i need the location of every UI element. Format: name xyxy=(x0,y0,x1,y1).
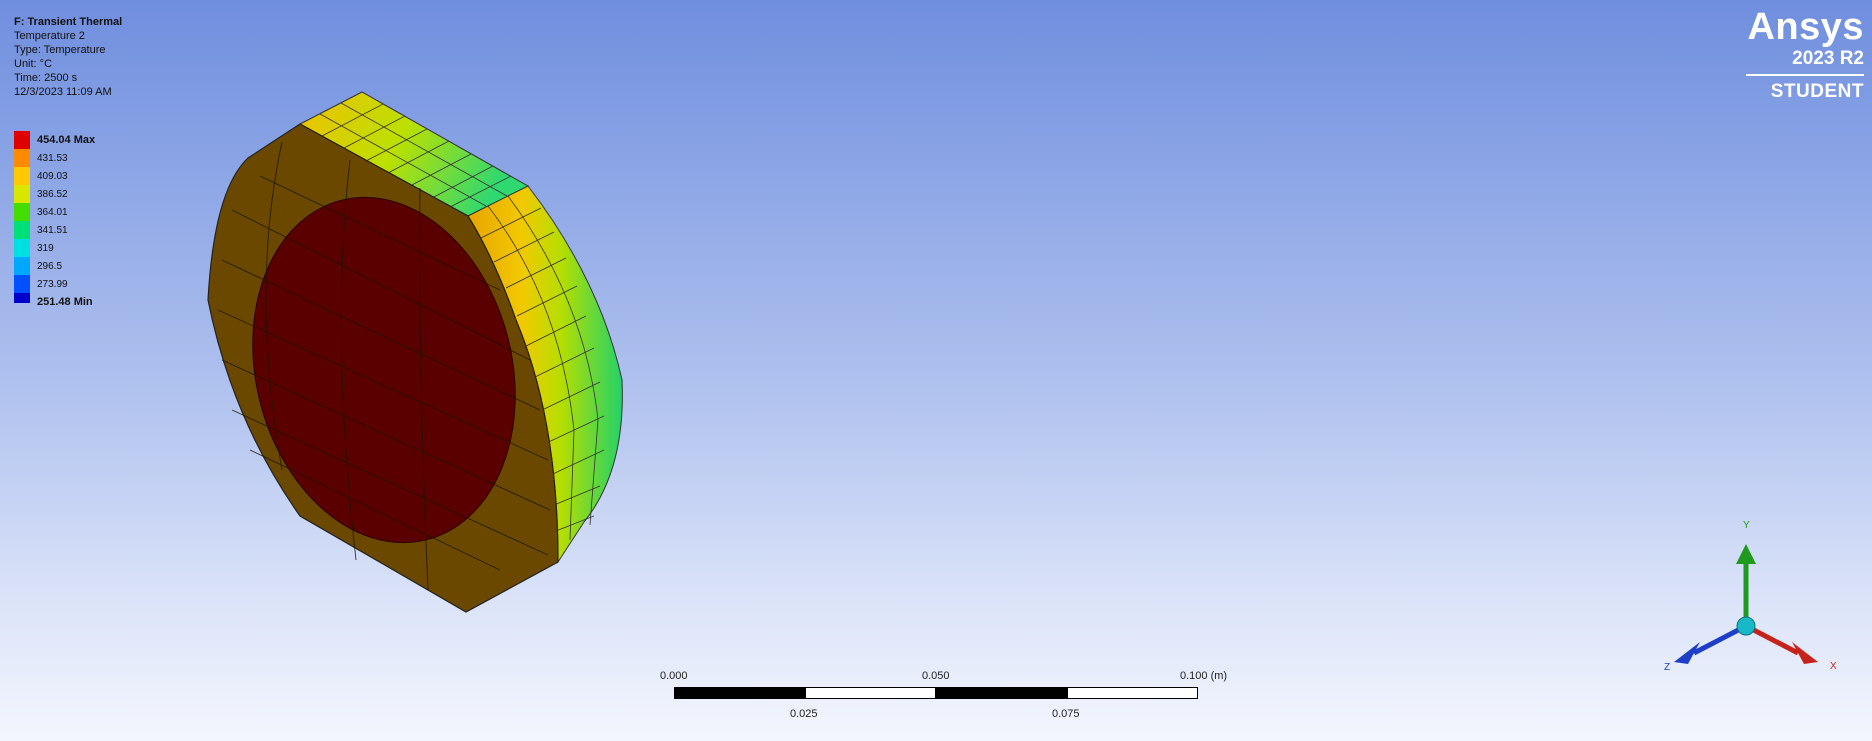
legend-label: 273.99 xyxy=(37,278,68,290)
legend-label: 409.03 xyxy=(37,170,68,182)
result-type: Type: Temperature xyxy=(14,44,106,56)
legend-label: 386.52 xyxy=(37,188,68,200)
legend-swatch xyxy=(14,221,30,239)
y-axis-label: Y xyxy=(1743,520,1750,531)
legend-swatch xyxy=(14,239,30,257)
scale-segment xyxy=(936,687,1067,699)
result-time: Time: 2500 s xyxy=(14,72,78,84)
legend-label: 431.53 xyxy=(37,152,68,164)
legend-max-label: 454.04 Max xyxy=(37,134,96,146)
legend-label: 341.51 xyxy=(37,224,68,236)
legend-label: 364.01 xyxy=(37,206,68,218)
axis-triad[interactable]: Y X Z xyxy=(1650,518,1850,688)
legend-swatch xyxy=(14,185,30,203)
result-info: F: Transient Thermal Temperature 2 Type:… xyxy=(14,15,122,99)
x-axis-label: X xyxy=(1830,661,1837,672)
legend-label: 296.5 xyxy=(37,260,63,272)
legend-entry: 409.03 xyxy=(14,167,95,185)
logo-brand: Ansys xyxy=(1747,6,1864,48)
legend-entry: 273.99 xyxy=(14,275,95,293)
legend-swatch xyxy=(14,257,30,275)
legend-swatch xyxy=(14,203,30,221)
scale-segment xyxy=(674,687,805,699)
legend-entry: 341.51 xyxy=(14,221,95,239)
legend-entry: 251.48 Min xyxy=(14,293,95,311)
temperature-contour-body xyxy=(207,91,623,613)
legend-swatch xyxy=(14,167,30,185)
legend-entry: 454.04 Max xyxy=(14,131,95,149)
legend-entry: 386.52 xyxy=(14,185,95,203)
x-axis-arrow xyxy=(1744,623,1818,664)
scale-label-three-quarter: 0.075 xyxy=(1052,708,1080,720)
legend-entry: 296.5 xyxy=(14,257,95,275)
result-timestamp: 12/3/2023 11:09 AM xyxy=(14,86,112,98)
legend-entry: 431.53 xyxy=(14,149,95,167)
z-axis-label: Z xyxy=(1664,662,1670,673)
logo-divider xyxy=(1746,74,1864,76)
legend-entry: 319 xyxy=(14,239,95,257)
contour-legend[interactable]: 454.04 Max 431.53 409.03 386.52 364.01 3… xyxy=(14,131,95,311)
legend-swatch xyxy=(14,293,30,303)
scale-bar: 0.000 0.050 0.100 (m) 0.025 0.075 xyxy=(660,668,1240,728)
scale-label-start: 0.000 xyxy=(660,670,688,682)
result-unit: Unit: °C xyxy=(14,58,53,70)
legend-swatch xyxy=(14,131,30,149)
scale-segment xyxy=(1067,687,1198,699)
logo-edition: STUDENT xyxy=(1770,81,1864,102)
scale-label-end: 0.100 (m) xyxy=(1180,670,1228,682)
legend-entry: 364.01 xyxy=(14,203,95,221)
result-name: Temperature 2 xyxy=(14,30,85,42)
ansys-logo: Ansys 2023 R2 STUDENT xyxy=(1746,6,1864,103)
legend-min-label: 251.48 Min xyxy=(37,296,93,308)
z-axis-arrow xyxy=(1674,623,1748,664)
legend-swatch xyxy=(14,275,30,293)
scale-label-quarter: 0.025 xyxy=(790,708,818,720)
legend-swatch xyxy=(14,149,30,167)
legend-label: 319 xyxy=(37,242,54,254)
triad-origin xyxy=(1736,616,1756,636)
scale-segment xyxy=(805,687,936,699)
logo-version: 2023 R2 xyxy=(1792,48,1864,69)
analysis-title: F: Transient Thermal xyxy=(14,16,123,28)
y-axis-arrow xyxy=(1736,544,1756,626)
scale-label-mid: 0.050 xyxy=(922,670,950,682)
